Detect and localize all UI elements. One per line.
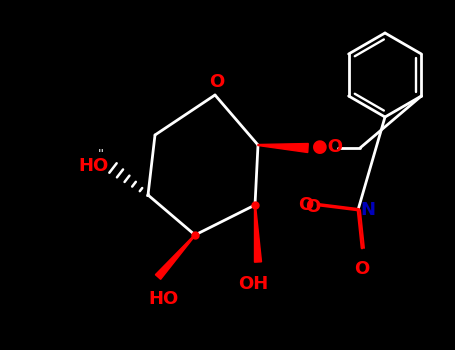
Polygon shape <box>258 144 308 153</box>
Text: HO: HO <box>78 157 108 175</box>
Text: O: O <box>209 73 225 91</box>
Text: ●O: ●O <box>312 138 343 156</box>
Text: HO: HO <box>148 290 178 308</box>
Text: O: O <box>298 196 313 214</box>
Text: O: O <box>354 260 369 278</box>
Text: O: O <box>305 198 320 216</box>
Polygon shape <box>254 205 262 262</box>
Text: N: N <box>360 201 375 219</box>
Text: OH: OH <box>238 275 268 293</box>
Polygon shape <box>155 234 195 279</box>
Text: '': '' <box>97 148 105 161</box>
